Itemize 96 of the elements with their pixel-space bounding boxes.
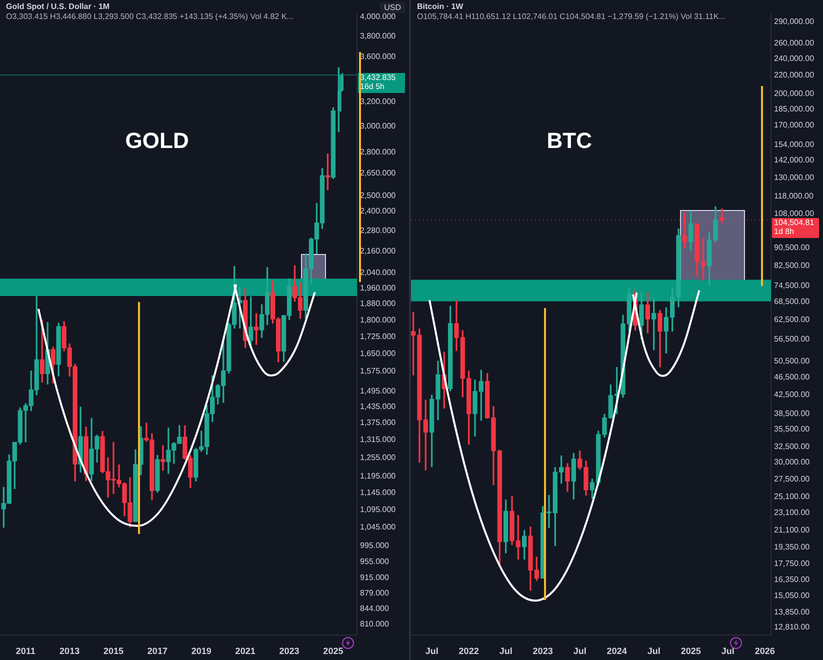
y-tick-label: 1,575.000 bbox=[360, 366, 396, 376]
ref-line-label: 3,432.835 16d 5h bbox=[360, 73, 396, 92]
y-tick-label: 185,000.00 bbox=[774, 104, 815, 114]
y-tick-label: 35,500.00 bbox=[774, 424, 810, 434]
y-tick-label: 260,000.00 bbox=[774, 38, 815, 48]
y-tick-label: 56,500.00 bbox=[774, 334, 810, 344]
candlestick bbox=[160, 445, 166, 471]
y-tick-label: 3,800.000 bbox=[360, 32, 396, 41]
y-tick-label: 27,500.00 bbox=[774, 474, 810, 484]
y-tick-label: 90,500.00 bbox=[774, 243, 810, 252]
y-tick-label: 74,500.00 bbox=[774, 280, 810, 290]
x-tick-label: 2025 bbox=[680, 646, 701, 656]
x-tick-label: Jul bbox=[499, 646, 512, 656]
y-tick-label: 62,500.00 bbox=[774, 314, 810, 324]
y-tick-label: 1,725.000 bbox=[360, 332, 396, 341]
x-tick-label: Jul bbox=[425, 646, 438, 656]
y-tick-label: 142,000.00 bbox=[774, 156, 815, 165]
y-tick-label: 2,160.000 bbox=[360, 246, 396, 256]
y-tick-label: 15,050.00 bbox=[774, 591, 810, 600]
y-tick-label: 154,000.00 bbox=[774, 140, 815, 149]
y-tick-label: 12,810.00 bbox=[774, 622, 810, 632]
y-tick-label: 82,500.00 bbox=[774, 261, 810, 270]
y-tick-label: 1,495.000 bbox=[360, 386, 396, 396]
y-tick-label: 16,350.00 bbox=[774, 575, 810, 584]
y-tick-label: 955.000 bbox=[360, 556, 390, 566]
chart-title: Bitcoin · 1W bbox=[417, 2, 464, 11]
y-tick-label: 2,280.000 bbox=[360, 226, 396, 235]
y-tick-label: 1,650.000 bbox=[360, 348, 396, 358]
y-tick-label: 240,000.00 bbox=[774, 54, 815, 63]
y-tick-label: 3,000.000 bbox=[360, 121, 396, 130]
x-tick-label: 2023 bbox=[532, 646, 553, 656]
y-tick-label: 13,850.00 bbox=[774, 607, 810, 616]
y-tick-label: 1,255.000 bbox=[360, 452, 396, 462]
y-tick-label: 995.000 bbox=[360, 541, 390, 550]
y-tick-label: 1,045.000 bbox=[360, 522, 396, 532]
y-tick-label: 3,200.000 bbox=[360, 96, 396, 106]
y-tick-label: 879.000 bbox=[360, 588, 390, 598]
x-tick-label: 2024 bbox=[606, 646, 627, 656]
x-tick-label: 2015 bbox=[103, 646, 124, 656]
y-tick-label: 25,100.00 bbox=[774, 492, 810, 501]
annotation: BTC bbox=[546, 128, 592, 154]
y-tick-label: 42,500.00 bbox=[774, 390, 810, 399]
x-tick-label: 2025 bbox=[323, 646, 344, 656]
chart-subtitle: O105,784.41 H110,651.12 L102,746.01 C104,504.81 −1,279.59 (−1.21%) Vol 31.11K... bbox=[417, 12, 726, 22]
x-tick-label: 2017 bbox=[147, 646, 168, 656]
y-tick-label: 844.000 bbox=[360, 604, 390, 613]
y-tick-label: 1,880.000 bbox=[360, 299, 396, 308]
x-tick-label: 2013 bbox=[60, 646, 80, 656]
y-tick-label: 2,400.000 bbox=[360, 206, 396, 216]
y-axis-title: USD bbox=[380, 2, 405, 13]
y-tick-label: 118,000.00 bbox=[774, 192, 814, 201]
y-tick-label: 1,145.000 bbox=[360, 488, 396, 497]
x-tick-label: Jul bbox=[647, 646, 660, 656]
y-tick-label: 108,000.00 bbox=[774, 208, 815, 218]
x-tick-label: 2011 bbox=[16, 646, 36, 656]
y-tick-label: 1,095.000 bbox=[360, 504, 396, 514]
y-tick-label: 220,000.00 bbox=[774, 70, 815, 80]
y-tick-label: 290,000.00 bbox=[774, 17, 815, 26]
y-tick-label: 130,000.00 bbox=[774, 172, 815, 182]
chart-title: Gold Spot / U.S. Dollar · 1M bbox=[6, 2, 110, 11]
x-tick-label: 2023 bbox=[279, 646, 300, 656]
y-tick-label: 2,040.000 bbox=[360, 268, 396, 278]
y-tick-label: 915.000 bbox=[360, 573, 390, 582]
y-tick-label: 2,800.000 bbox=[360, 148, 396, 157]
x-tick-label: 2026 bbox=[754, 646, 775, 656]
annotation: GOLD bbox=[125, 128, 189, 154]
y-tick-label: 21,100.00 bbox=[774, 526, 810, 535]
y-tick-label: 46,500.00 bbox=[774, 372, 810, 382]
y-tick-label: 1,435.000 bbox=[360, 402, 396, 411]
y-tick-label: 810.000 bbox=[360, 619, 390, 628]
y-tick-label: 1,315.000 bbox=[360, 435, 396, 444]
y-tick-label: 32,500.00 bbox=[774, 442, 810, 451]
y-tick-label: 170,000.00 bbox=[774, 120, 815, 130]
y-tick-label: 1,375.000 bbox=[360, 418, 396, 428]
y-tick-label: 17,750.00 bbox=[774, 559, 810, 568]
x-tick-label: Jul bbox=[721, 646, 734, 656]
y-tick-label: 2,650.000 bbox=[360, 168, 396, 178]
y-tick-label: 200,000.00 bbox=[774, 89, 815, 98]
y-tick-label: 2,500.000 bbox=[360, 190, 396, 200]
y-tick-label: 1,195.000 bbox=[360, 472, 396, 481]
x-tick-label: Jul bbox=[573, 646, 586, 656]
y-tick-label: 23,100.00 bbox=[774, 508, 810, 518]
chart-subtitle: O3,303.415 H3,446.880 L3,293.500 C3,432.835 +143.135 (+4.35%) Vol 4.82 K... bbox=[6, 12, 294, 22]
y-tick-label: 50,500.00 bbox=[774, 356, 810, 366]
x-tick-label: 2022 bbox=[458, 646, 479, 656]
y-tick-label: 68,500.00 bbox=[774, 297, 810, 306]
y-tick-label: 19,350.00 bbox=[774, 542, 810, 552]
y-tick-label: 30,000.00 bbox=[774, 457, 810, 466]
ref-line-label: 104,504.81 1d 8h bbox=[774, 218, 815, 236]
y-tick-label: 3,600.000 bbox=[360, 52, 396, 62]
y-tick-label: 1,960.000 bbox=[360, 283, 396, 292]
x-tick-label: 2019 bbox=[191, 646, 212, 656]
x-tick-label: 2021 bbox=[235, 646, 256, 656]
y-tick-label: 38,500.00 bbox=[774, 408, 810, 418]
y-tick-label: 1,800.000 bbox=[360, 316, 396, 325]
y-tick-label: 4,000.000 bbox=[360, 12, 396, 22]
